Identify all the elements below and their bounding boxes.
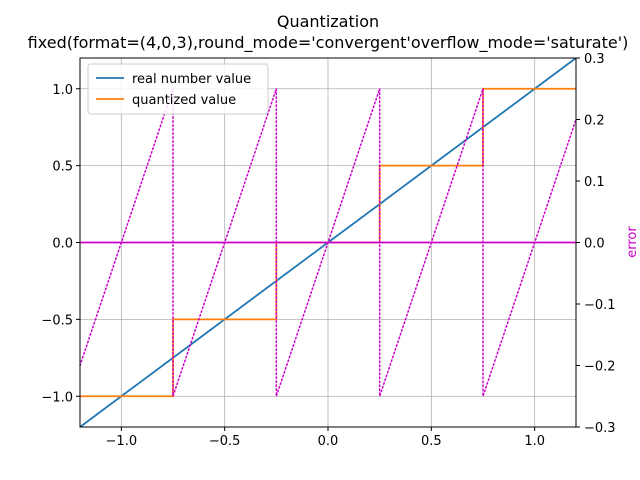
y-tick-label: 0.0	[52, 237, 73, 252]
x-axis: −1.0 −0.5 0.0 0.5 1.0	[106, 427, 545, 449]
legend-box	[87, 63, 269, 115]
y2-tick-label: 0.1	[584, 175, 605, 190]
x-tick-label: 1.0	[524, 434, 545, 449]
y-axis: −1.0 −0.5 0.0 0.5 1.0	[41, 83, 80, 405]
y2-axis: −0.3 −0.2 −0.1 0.0 0.1 0.2 0.3	[576, 52, 616, 436]
y2-tick-label: 0.0	[584, 237, 605, 252]
x-tick-label: 0.0	[318, 434, 339, 449]
chart-title: Quantization	[277, 12, 379, 31]
legend: real number value quantized value	[87, 63, 269, 115]
x-tick-label: −1.0	[106, 434, 138, 449]
y2-tick-label: −0.3	[584, 421, 616, 436]
chart-subtitle: fixed(format=(4,0,3),round_mode='converg…	[28, 33, 629, 53]
legend-label: quantized value	[132, 93, 236, 108]
y-tick-label: 1.0	[52, 83, 73, 98]
y2-tick-label: 0.2	[584, 114, 605, 129]
y-tick-label: −1.0	[41, 390, 73, 405]
y-tick-label: −0.5	[41, 313, 73, 328]
y2-axis-label: error	[625, 226, 640, 258]
legend-label: real number value	[132, 72, 251, 87]
y-tick-label: 0.5	[52, 160, 73, 175]
series-layer	[79, 57, 577, 428]
y2-tick-label: −0.1	[584, 298, 616, 313]
y2-tick-label: 0.3	[584, 52, 605, 67]
x-tick-label: 0.5	[421, 434, 442, 449]
x-tick-label: −0.5	[209, 434, 241, 449]
y2-tick-label: −0.2	[584, 360, 616, 375]
